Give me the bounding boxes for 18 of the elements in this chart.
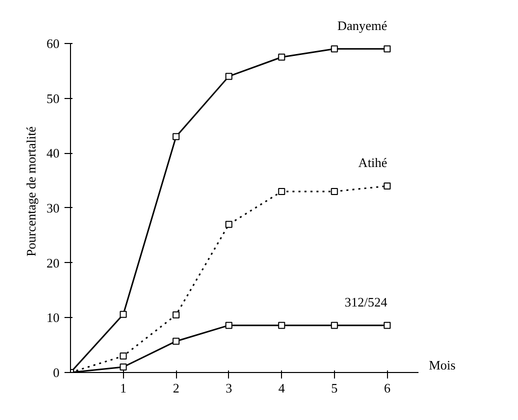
series-label: 312/524 — [344, 294, 388, 310]
x-tick-label: 6 — [384, 380, 391, 396]
x-tick-label: 4 — [278, 380, 286, 396]
y-tick-label: 60 — [46, 36, 60, 51]
y-tick-label: 0 — [53, 365, 60, 380]
x-tick-label: 2 — [172, 380, 180, 396]
y-tick-label: 40 — [46, 146, 60, 161]
y-axis-title: Pourcentage de mortalité — [24, 126, 38, 256]
x-axis-title: Mois — [428, 358, 456, 372]
series-label: Atihé — [358, 155, 388, 170]
series-label: Danyemé — [337, 18, 388, 33]
y-tick-label: 30 — [46, 200, 60, 216]
x-tick-label: 1 — [120, 380, 127, 396]
x-tick-label: 3 — [226, 380, 232, 396]
y-tick-label: 20 — [46, 255, 60, 270]
x-tick-label: 5 — [331, 380, 338, 396]
y-tick-label: 50 — [46, 90, 60, 106]
y-tick-label: 10 — [46, 310, 60, 326]
